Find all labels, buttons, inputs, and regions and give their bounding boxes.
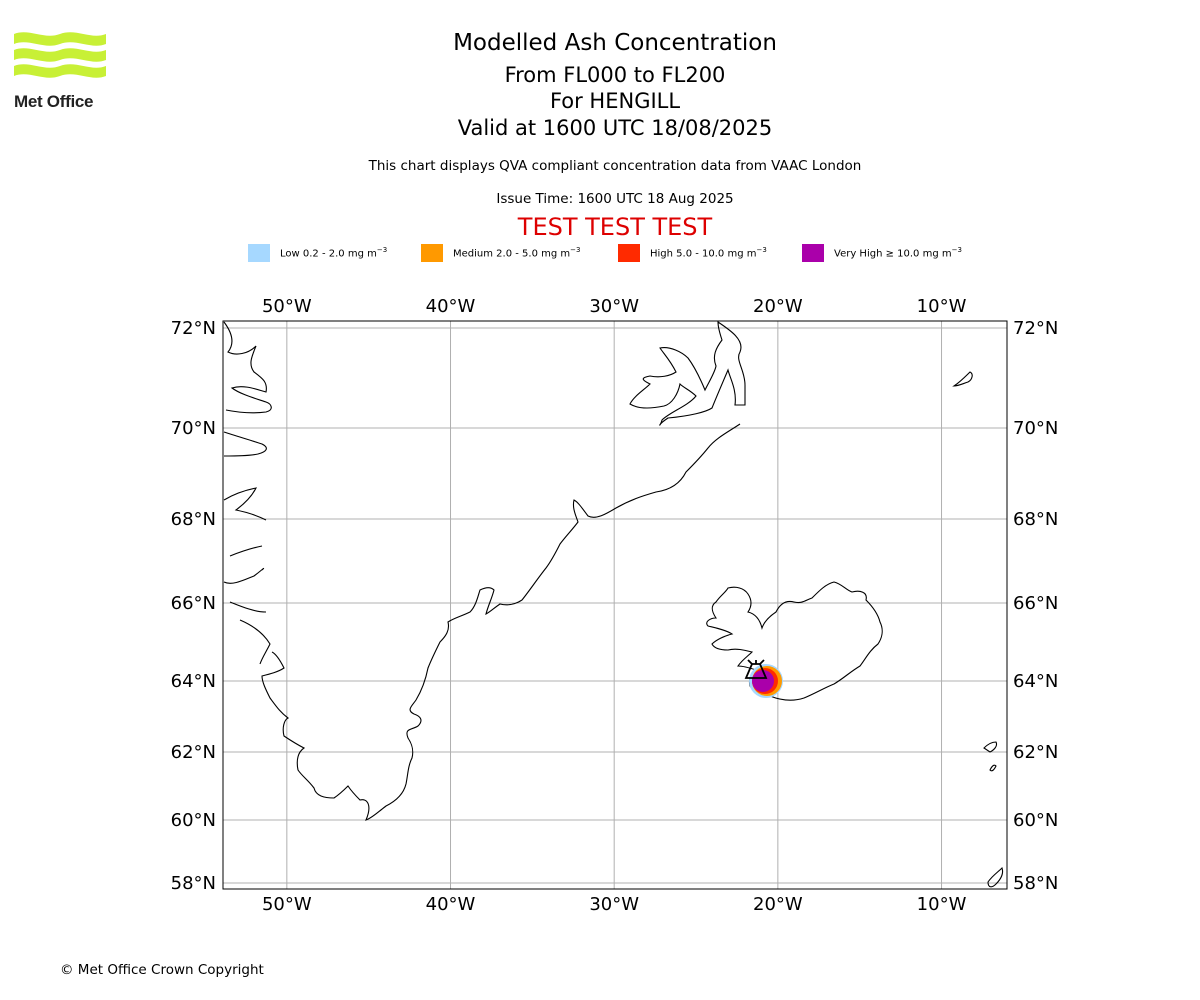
lat-label-right: 58°N <box>1013 873 1058 894</box>
met-office-waves-icon <box>14 32 106 78</box>
lat-label-right: 72°N <box>1013 318 1058 339</box>
lon-label-bottom: 40°W <box>426 894 476 915</box>
lon-label-bottom: 20°W <box>753 894 803 915</box>
lat-label-left: 68°N <box>171 509 216 530</box>
map-frame <box>222 320 1008 890</box>
lat-label-left: 58°N <box>171 873 216 894</box>
legend-label-very-high: Very High ≥ 10.0 mg m <box>834 248 952 260</box>
chart-title: Modelled Ash Concentration <box>453 30 777 56</box>
issue-time: Issue Time: 1600 UTC 18 Aug 2025 <box>496 191 734 207</box>
lon-label-bottom: 10°W <box>917 894 967 915</box>
lat-label-left: 62°N <box>171 742 216 763</box>
longitude-labels-top: 50°W 40°W 30°W 20°W 10°W <box>262 296 967 317</box>
iceland-coastline <box>706 581 883 701</box>
latitude-labels-right: 72°N 70°N 68°N 66°N 64°N 62°N 60°N 58°N <box>1013 318 1058 894</box>
lon-label-top: 30°W <box>589 296 639 317</box>
lon-label-top: 10°W <box>917 296 967 317</box>
lat-label-right: 62°N <box>1013 742 1058 763</box>
longitude-labels-bottom: 50°W 40°W 30°W 20°W 10°W <box>262 894 967 915</box>
lat-label-left: 64°N <box>171 671 216 692</box>
faroe-islands <box>983 741 998 772</box>
lon-label-top: 50°W <box>262 296 312 317</box>
ash-cloud <box>749 664 783 698</box>
lat-label-right: 60°N <box>1013 810 1058 831</box>
lat-label-left: 66°N <box>171 593 216 614</box>
legend-label-high: High 5.0 - 10.0 mg m <box>650 248 757 260</box>
legend-item-very-high: Very High ≥ 10.0 mg m−3 <box>802 244 962 262</box>
jan-mayen-island <box>952 371 973 387</box>
lat-label-right: 66°N <box>1013 593 1058 614</box>
lat-label-right: 70°N <box>1013 418 1058 439</box>
ash-very-high-area <box>752 670 774 692</box>
legend-label-medium: Medium 2.0 - 5.0 mg m <box>453 248 571 260</box>
legend-item-medium: Medium 2.0 - 5.0 mg m−3 <box>421 244 580 262</box>
latitude-labels-left: 72°N 70°N 68°N 66°N 64°N 62°N 60°N 58°N <box>171 318 216 894</box>
greenland-east-coast <box>261 423 741 821</box>
lat-label-left: 72°N <box>171 318 216 339</box>
lat-label-right: 68°N <box>1013 509 1058 530</box>
logo-text: Met Office <box>14 92 94 111</box>
greenland-coastline <box>629 320 746 426</box>
legend-swatch-very-high <box>802 244 824 262</box>
flight-level-range: From FL000 to FL200 <box>504 63 726 87</box>
shetland-islands <box>987 866 1004 888</box>
lon-label-bottom: 30°W <box>589 894 639 915</box>
copyright: © Met Office Crown Copyright <box>60 962 264 978</box>
map-grid <box>223 321 1007 889</box>
legend-label-low: Low 0.2 - 2.0 mg m <box>280 248 377 260</box>
met-office-logo: Met Office <box>14 30 108 112</box>
lat-label-left: 70°N <box>171 418 216 439</box>
lon-label-bottom: 50°W <box>262 894 312 915</box>
legend-swatch-high <box>618 244 640 262</box>
legend-swatch-medium <box>421 244 443 262</box>
legend-item-high: High 5.0 - 10.0 mg m−3 <box>618 244 767 262</box>
legend-item-low: Low 0.2 - 2.0 mg m−3 <box>248 244 387 262</box>
volcano-marker-icon <box>744 659 768 679</box>
test-banner: TEST TEST TEST <box>517 213 713 241</box>
lat-label-right: 64°N <box>1013 671 1058 692</box>
lon-label-top: 20°W <box>753 296 803 317</box>
greenland-west-coast <box>223 321 272 665</box>
legend-swatch-low <box>248 244 270 262</box>
lon-label-top: 40°W <box>426 296 476 317</box>
chart-subtitle: This chart displays QVA compliant concen… <box>368 158 862 174</box>
volcano-name: For HENGILL <box>549 89 681 113</box>
valid-time: Valid at 1600 UTC 18/08/2025 <box>457 116 773 140</box>
lat-label-left: 60°N <box>171 810 216 831</box>
